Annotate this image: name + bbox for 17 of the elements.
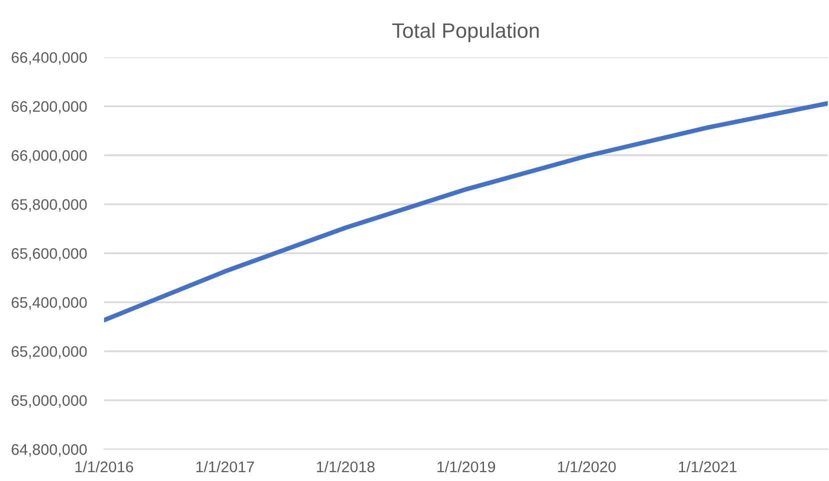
y-tick-label: 65,800,000 bbox=[12, 199, 87, 212]
y-tick-label: 66,000,000 bbox=[12, 150, 87, 163]
x-tick-label: 1/1/2017 bbox=[196, 461, 254, 472]
line-series bbox=[104, 101, 828, 322]
y-tick-label: 66,400,000 bbox=[12, 52, 87, 65]
x-tick-label: 1/1/2019 bbox=[437, 461, 496, 472]
chart-title: Total Population bbox=[392, 22, 539, 42]
y-tick-label: 65,200,000 bbox=[12, 346, 87, 359]
y-tick-label: 65,400,000 bbox=[12, 297, 87, 310]
x-tick-label: 1/1/2016 bbox=[75, 461, 134, 472]
x-tick-label: 1/1/2021 bbox=[678, 461, 737, 472]
y-tick-label: 66,200,000 bbox=[12, 101, 87, 114]
y-tick-label: 65,600,000 bbox=[12, 248, 87, 261]
y-tick-label: 64,800,000 bbox=[12, 444, 87, 457]
x-tick-label: 1/1/2020 bbox=[558, 461, 616, 472]
x-tick-label: 1/1/2018 bbox=[316, 461, 375, 472]
y-tick-label: 65,000,000 bbox=[12, 395, 87, 408]
